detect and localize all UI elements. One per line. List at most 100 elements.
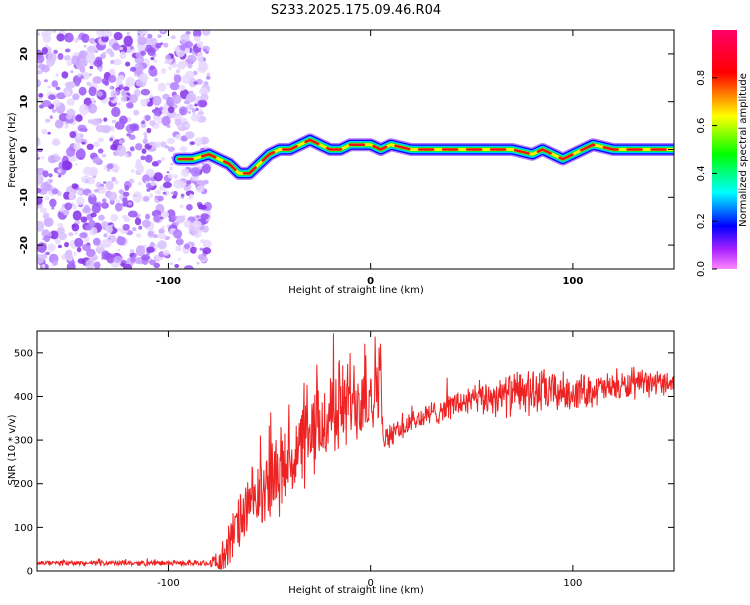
- spectrogram-plot-area: [37, 30, 674, 269]
- noise-speckle: [92, 156, 102, 164]
- noise-speckle: [88, 166, 99, 177]
- noise-speckle: [37, 97, 43, 103]
- noise-speckle: [43, 235, 51, 243]
- noise-speckle: [179, 146, 188, 152]
- noise-speckle: [37, 79, 41, 88]
- noise-speckle: [112, 42, 120, 51]
- noise-speckle: [79, 104, 89, 116]
- noise-speckle: [101, 124, 112, 133]
- noise-speckle: [112, 253, 116, 256]
- noise-speckle: [51, 80, 59, 88]
- noise-speckle: [138, 225, 143, 230]
- noise-speckle: [123, 35, 133, 47]
- noise-speckle: [152, 95, 162, 106]
- noise-speckle: [175, 69, 180, 74]
- noise-speckle: [144, 36, 154, 45]
- noise-speckle: [111, 106, 121, 118]
- noise-speckle: [185, 31, 191, 35]
- noise-speckle: [71, 183, 79, 190]
- noise-speckle: [37, 220, 45, 232]
- noise-speckle: [97, 148, 104, 154]
- noise-speckle: [118, 140, 123, 145]
- noise-speckle: [197, 111, 204, 116]
- noise-speckle: [169, 166, 173, 171]
- noise-speckle: [57, 244, 62, 249]
- noise-speckle: [129, 249, 135, 254]
- noise-speckle: [170, 215, 178, 221]
- noise-speckle: [200, 204, 207, 210]
- noise-speckle: [109, 51, 115, 58]
- noise-speckle: [117, 227, 122, 232]
- noise-speckle: [145, 180, 149, 184]
- noise-speckle: [157, 82, 167, 92]
- noise-speckle: [129, 66, 137, 72]
- noise-speckle: [86, 143, 94, 150]
- noise-speckle: [114, 179, 119, 185]
- noise-speckle: [66, 114, 72, 120]
- noise-speckle: [37, 53, 45, 64]
- noise-speckle: [111, 119, 116, 124]
- noise-speckle: [133, 109, 140, 116]
- noise-speckle: [59, 207, 65, 213]
- noise-speckle: [143, 196, 150, 202]
- noise-speckle: [90, 212, 97, 218]
- noise-speckle: [119, 51, 127, 60]
- noise-speckle: [45, 184, 53, 192]
- noise-speckle: [37, 153, 40, 156]
- noise-speckle: [40, 156, 45, 160]
- noise-speckle: [122, 197, 128, 203]
- noise-speckle: [199, 87, 209, 96]
- noise-speckle: [186, 204, 193, 211]
- snr-x-label: Height of straight line (km): [288, 585, 424, 596]
- noise-speckle: [118, 74, 125, 81]
- noise-speckle: [146, 188, 151, 192]
- noise-speckle: [165, 54, 171, 60]
- snr-y-tick-label: 100: [14, 523, 33, 534]
- noise-speckle: [154, 77, 159, 82]
- noise-speckle: [105, 225, 113, 234]
- noise-speckle: [113, 93, 117, 96]
- noise-speckle: [51, 108, 57, 113]
- noise-speckle: [55, 73, 60, 77]
- noise-speckle: [135, 158, 142, 167]
- noise-speckle: [107, 191, 118, 201]
- noise-speckle: [166, 171, 170, 174]
- noise-speckle: [202, 247, 212, 255]
- noise-speckle: [200, 213, 209, 220]
- noise-speckle: [115, 199, 120, 203]
- noise-speckle: [143, 132, 148, 136]
- noise-speckle: [44, 44, 49, 48]
- noise-speckle: [61, 71, 69, 79]
- noise-speckle: [50, 230, 59, 240]
- noise-speckle: [91, 203, 101, 214]
- noise-speckle: [137, 36, 147, 46]
- noise-speckle: [178, 106, 188, 116]
- noise-speckle: [75, 114, 83, 122]
- noise-speckle: [127, 201, 133, 206]
- noise-speckle: [199, 100, 208, 108]
- noise-speckle: [185, 70, 195, 80]
- noise-speckle: [64, 48, 71, 53]
- noise-speckle: [39, 207, 47, 213]
- noise-speckle: [149, 69, 158, 77]
- noise-speckle: [81, 33, 90, 43]
- noise-speckle: [171, 94, 182, 104]
- noise-speckle: [103, 181, 107, 184]
- noise-speckle: [37, 183, 40, 188]
- noise-speckle: [190, 113, 201, 122]
- colorbar-gradient: [712, 30, 737, 269]
- noise-speckle: [71, 55, 81, 66]
- noise-speckle: [149, 241, 155, 248]
- noise-speckle: [173, 179, 183, 189]
- noise-speckle: [70, 70, 74, 74]
- noise-speckle: [160, 141, 167, 148]
- noise-speckle: [88, 256, 97, 262]
- noise-speckle: [49, 198, 57, 208]
- noise-speckle: [93, 141, 100, 148]
- noise-speckle: [196, 52, 203, 59]
- noise-speckle: [72, 204, 77, 210]
- noise-speckle: [203, 48, 207, 53]
- noise-speckle: [192, 30, 202, 38]
- noise-speckle: [174, 118, 182, 127]
